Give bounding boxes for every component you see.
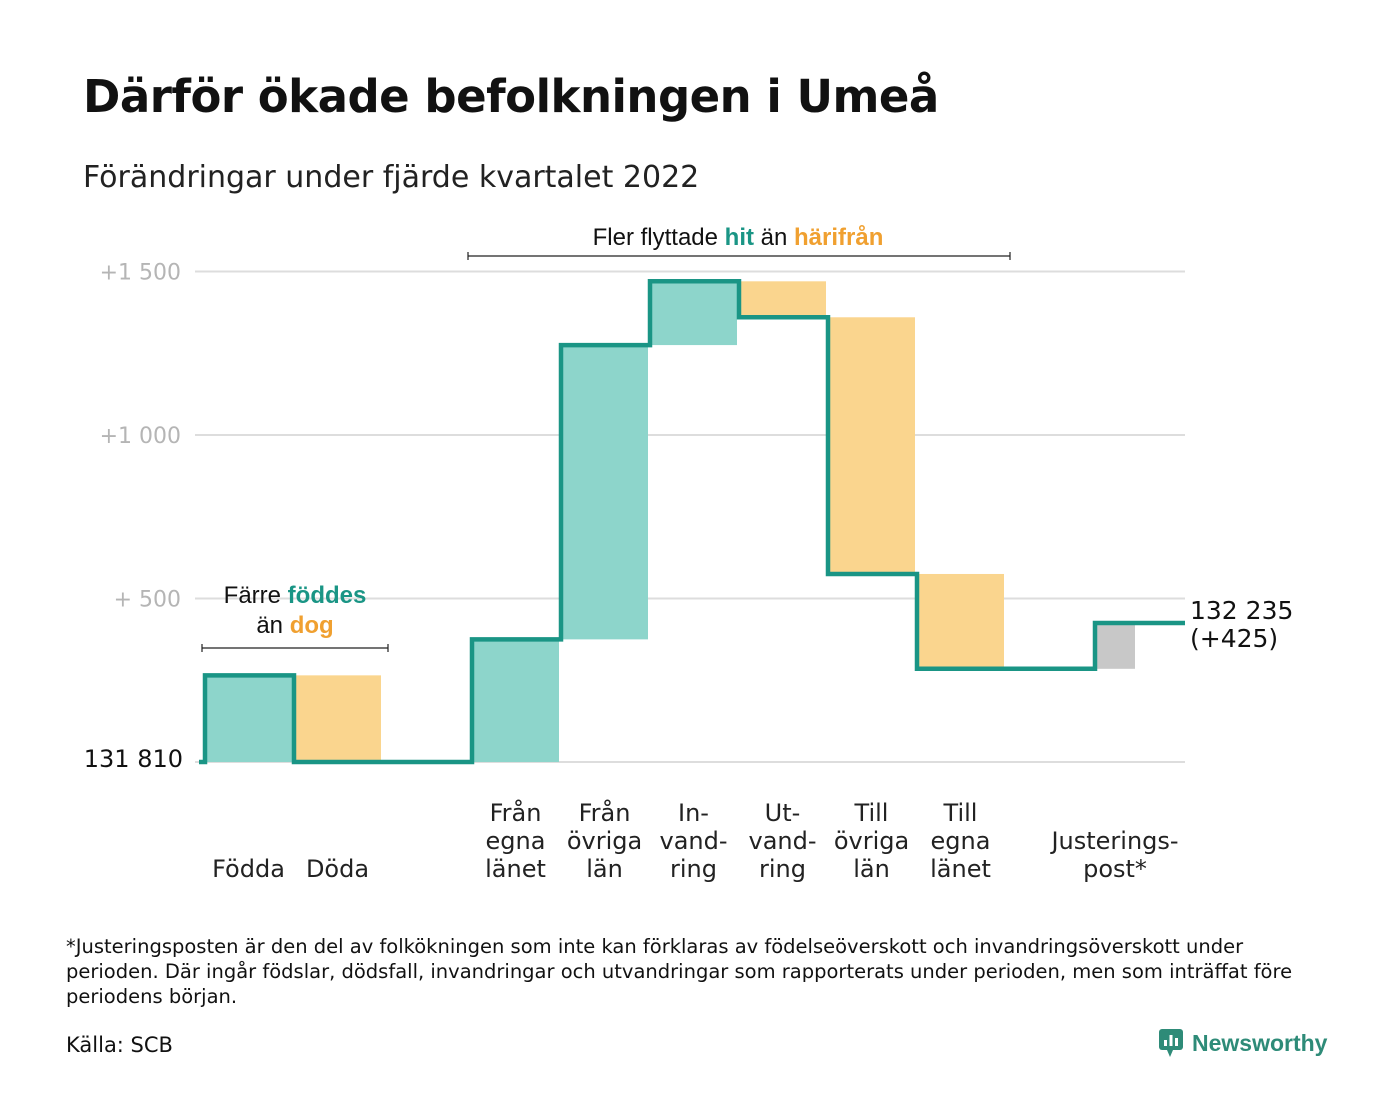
migration-highlight-teal: hit	[725, 224, 754, 251]
footnote: *Justeringsposten är den del av folkökni…	[66, 935, 1293, 1008]
category-labels: Födda DödaFrånegnalänetFrånövrigalänIn-va…	[212, 798, 1178, 883]
category-label: Från	[490, 798, 542, 827]
births-highlight-teal: föddes	[288, 582, 367, 609]
category-label: vand-	[748, 827, 816, 855]
end-change-label: (+425)	[1190, 624, 1278, 653]
waterfall-chart: + 500+1 000+1 500 Födda DödaFrånegnalänet…	[84, 224, 1294, 883]
category-label: övriga	[567, 827, 642, 855]
source-label: Källa: SCB	[66, 1033, 173, 1057]
bar-decrease	[739, 281, 826, 318]
bar-decrease	[917, 573, 1004, 669]
cumulative-step-line	[199, 279, 1185, 765]
category-label: länet	[485, 855, 546, 883]
newsworthy-logo-icon	[1159, 1029, 1183, 1057]
category-label: egna	[486, 827, 546, 855]
migration-annotation: Fler flyttade hit än härifrån	[593, 224, 884, 251]
category-label: Döda	[306, 855, 369, 883]
brand-logo[interactable]: Newsworthy	[1158, 1028, 1327, 1058]
bar-adjustment	[1095, 623, 1135, 669]
y-tick-label: +1 000	[100, 424, 181, 449]
annotations: Färre föddes än dog Fler flyttade hit än…	[201, 224, 1011, 652]
category-label: Till	[943, 799, 978, 827]
category-label: övriga	[834, 827, 909, 855]
bar-decrease	[828, 317, 915, 574]
y-tick-label: + 500	[114, 588, 181, 613]
start-value-label: 131 810	[84, 745, 183, 773]
bar-increase	[650, 281, 737, 346]
step-line-group	[199, 279, 1185, 765]
category-label: Justerings-	[1049, 827, 1178, 855]
births-annotation-line1: Färre föddes	[224, 582, 367, 609]
category-label: ring	[670, 855, 717, 883]
bar-increase	[561, 345, 648, 640]
migration-highlight-orange: härifrån	[794, 224, 883, 251]
end-value-label: 132 235	[1190, 596, 1293, 625]
births-highlight-orange: dog	[290, 612, 334, 639]
bar-decrease	[294, 675, 381, 762]
category-label: Födda	[212, 855, 285, 883]
category-label: post*	[1083, 855, 1147, 883]
chart-subtitle: Förändringar under fjärde kvartalet 2022	[83, 160, 700, 195]
category-label: ring	[759, 855, 806, 883]
bar-increase	[205, 675, 292, 762]
y-axis-ticks: + 500 +1 000 +1 500	[100, 261, 181, 613]
category-label: län	[853, 855, 890, 883]
bars-group	[205, 281, 1135, 762]
category-label: län	[586, 855, 623, 883]
category-label: In-	[678, 799, 709, 827]
bar-increase	[472, 639, 559, 762]
y-tick-label: +1 500	[100, 261, 181, 286]
category-label: Från	[579, 798, 631, 827]
category-label: Till	[854, 799, 889, 827]
category-label: länet	[930, 855, 991, 883]
brand-name: Newsworthy	[1192, 1029, 1328, 1056]
category-label: Ut-	[765, 799, 801, 827]
category-label: egna	[931, 827, 991, 855]
births-annotation-line2: än dog	[256, 612, 333, 639]
category-label: vand-	[659, 827, 727, 855]
chart-title: Därför ökade befolkningen i Umeå	[83, 70, 939, 123]
